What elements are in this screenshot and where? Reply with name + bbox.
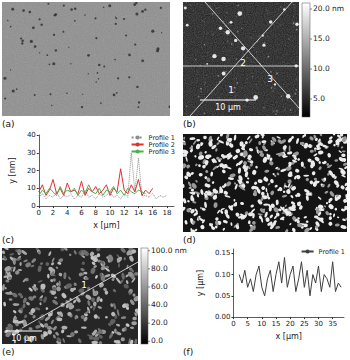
svg-text:(d): (d) <box>183 235 196 245</box>
svg-text:25: 25 <box>300 320 309 328</box>
svg-text:y [µm]: y [µm] <box>196 270 205 296</box>
svg-text:0.0: 0.0 <box>151 336 163 345</box>
svg-text:35: 35 <box>328 320 337 328</box>
svg-text:6: 6 <box>79 209 84 217</box>
svg-text:8: 8 <box>93 209 97 217</box>
svg-text:x [µm]: x [µm] <box>276 332 302 341</box>
svg-text:y [nm]: y [nm] <box>8 157 17 183</box>
svg-text:10: 10 <box>106 209 115 217</box>
svg-text:2: 2 <box>51 209 55 217</box>
svg-text:0.15: 0.15 <box>215 249 231 257</box>
svg-text:60.0: 60.0 <box>151 282 168 291</box>
svg-text:5: 5 <box>245 320 249 328</box>
svg-text:20.0: 20.0 <box>151 318 168 327</box>
svg-text:Profile 1: Profile 1 <box>319 248 345 256</box>
svg-text:40.0: 40.0 <box>151 300 168 309</box>
svg-text:2: 2 <box>240 58 246 68</box>
svg-text:40: 40 <box>27 131 36 139</box>
svg-text:30: 30 <box>27 149 36 157</box>
svg-text:0.10: 0.10 <box>215 271 231 279</box>
svg-text:80.0: 80.0 <box>151 264 168 273</box>
svg-text:30: 30 <box>314 320 323 328</box>
svg-text:0: 0 <box>37 209 41 217</box>
svg-text:0: 0 <box>31 202 35 210</box>
svg-text:15.0: 15.0 <box>313 34 330 43</box>
svg-text:10: 10 <box>257 320 266 328</box>
svg-text:14: 14 <box>134 209 143 217</box>
svg-text:x [µm]: x [µm] <box>93 221 119 230</box>
svg-text:Profile 1: Profile 1 <box>148 133 175 142</box>
svg-text:1: 1 <box>81 280 87 290</box>
svg-text:Profile 3: Profile 3 <box>149 148 175 156</box>
svg-text:15: 15 <box>272 320 281 328</box>
svg-text:10: 10 <box>27 184 36 192</box>
svg-text:4: 4 <box>65 209 70 217</box>
svg-text:10 µm: 10 µm <box>215 103 241 112</box>
svg-text:Profile 2: Profile 2 <box>148 140 175 149</box>
svg-text:10.0: 10.0 <box>313 64 330 73</box>
svg-text:16: 16 <box>148 209 157 217</box>
svg-text:3: 3 <box>267 74 273 84</box>
svg-text:(c): (c) <box>2 235 14 245</box>
svg-text:5.0: 5.0 <box>313 94 325 103</box>
svg-text:(f): (f) <box>183 347 193 357</box>
svg-text:18: 18 <box>162 209 171 217</box>
svg-text:1: 1 <box>228 85 234 95</box>
svg-text:0: 0 <box>231 320 235 328</box>
svg-text:(e): (e) <box>2 347 15 357</box>
svg-text:0.05: 0.05 <box>215 292 231 300</box>
svg-text:12: 12 <box>120 209 129 217</box>
svg-text:100.0 nm: 100.0 nm <box>151 246 187 255</box>
svg-text:10 µm: 10 µm <box>11 334 37 343</box>
svg-text:(a): (a) <box>2 119 15 129</box>
svg-text:(b): (b) <box>183 119 196 129</box>
svg-text:0.00: 0.00 <box>215 313 231 321</box>
svg-text:20.0 nm: 20.0 nm <box>313 4 344 13</box>
svg-text:20: 20 <box>27 167 36 175</box>
svg-text:20: 20 <box>286 320 295 328</box>
